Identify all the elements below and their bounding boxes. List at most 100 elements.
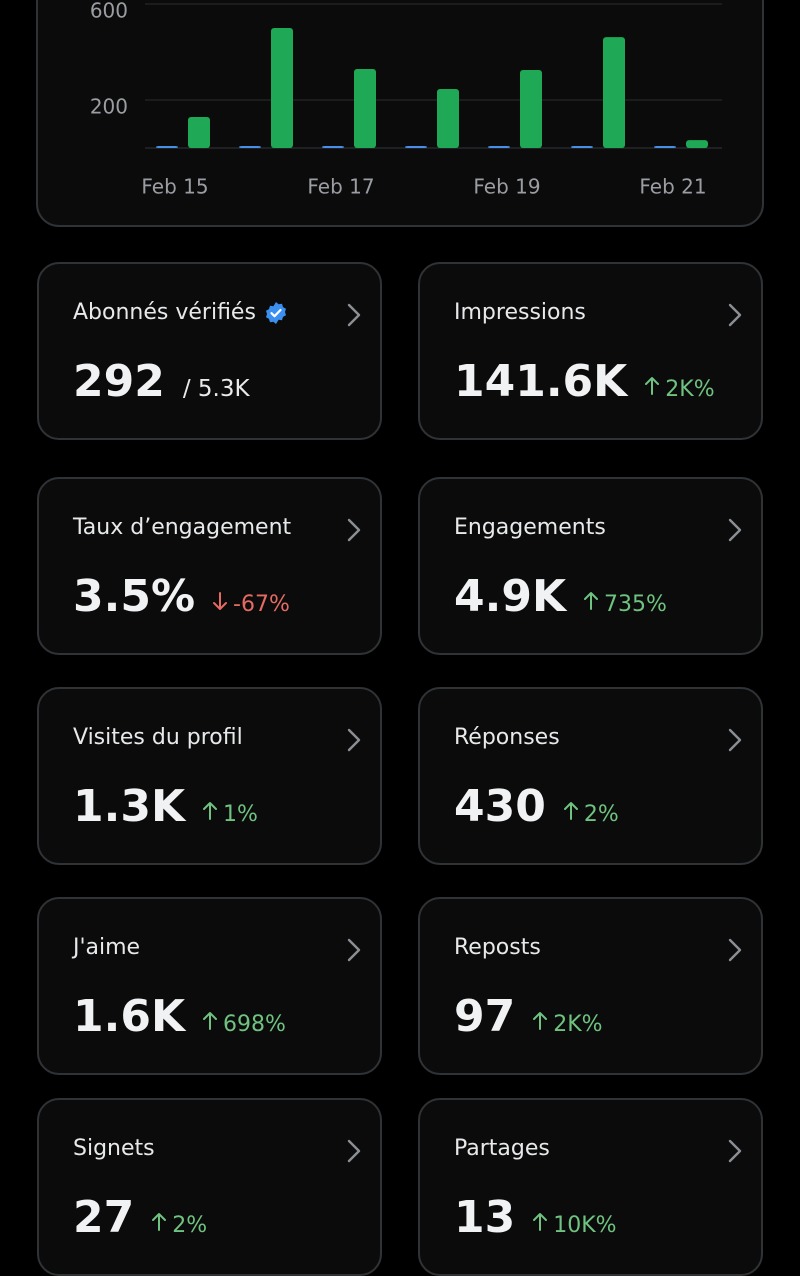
card-title: Partages	[454, 1136, 550, 1161]
chevron	[727, 727, 743, 757]
change-arrow	[533, 1012, 553, 1037]
chevron	[346, 517, 362, 547]
card-value: 430	[454, 781, 546, 832]
x-tick-label: Feb 19	[473, 175, 540, 199]
value-row: 97 2K%	[454, 991, 603, 1042]
value-row: 430 2%	[454, 781, 619, 832]
change-text: 2K%	[553, 1012, 603, 1037]
bar	[239, 146, 261, 148]
chevron	[727, 302, 743, 332]
chevron	[727, 517, 743, 547]
card-title: Réponses	[454, 725, 560, 750]
metric-card[interactable]: Taux d’engagement 3.5% -67%	[37, 477, 382, 655]
change: 2K%	[645, 376, 715, 402]
card-title-text: Taux d’engagement	[73, 515, 292, 540]
metric-card[interactable]: Reposts 97 2K%	[418, 897, 763, 1075]
card-value: 1.6K	[73, 991, 186, 1042]
card-title-text: Réponses	[454, 725, 560, 750]
y-tick-label: 600	[90, 0, 128, 23]
bar	[188, 117, 210, 148]
card-title-text: Partages	[454, 1136, 550, 1161]
bar	[686, 140, 708, 148]
metric-card[interactable]: Réponses 430 2%	[418, 687, 763, 865]
chevron	[346, 1138, 362, 1168]
card-title-text: Reposts	[454, 935, 541, 960]
metric-card[interactable]: Visites du profil 1.3K 1%	[37, 687, 382, 865]
x-tick-label: Feb 21	[639, 175, 706, 199]
card-value: 3.5%	[73, 571, 196, 622]
card-title-text: J'aime	[73, 935, 141, 960]
change-arrow	[563, 802, 584, 827]
change-text: 2K%	[665, 377, 715, 402]
bar	[654, 146, 676, 148]
page: 200 600 Feb 15 Feb 17 Feb 19 Feb 21 Abonnés v…	[36, 0, 764, 1276]
value-row: 141.6K 2K%	[454, 356, 715, 407]
change-text: 698%	[223, 1012, 286, 1037]
card-title: J'aime	[73, 935, 140, 960]
bar	[520, 70, 542, 148]
change-arrow	[203, 1012, 223, 1037]
change: 2%	[152, 1212, 207, 1238]
x-tick-label: Feb 17	[307, 175, 374, 199]
bar	[322, 146, 344, 148]
card-title: Taux d’engagement	[73, 515, 291, 540]
card-title: Signets	[73, 1136, 155, 1161]
value-row: 1.3K 1%	[73, 781, 258, 832]
card-value: 97	[454, 991, 516, 1042]
bar	[354, 69, 376, 148]
card-value: 292	[73, 356, 165, 407]
metric-card[interactable]: J'aime 1.6K 698%	[37, 897, 382, 1075]
bar	[571, 146, 593, 148]
change-text: 735%	[604, 592, 667, 617]
change-arrow	[213, 592, 233, 617]
value-row: 4.9K 735%	[454, 571, 667, 622]
change: 2%	[563, 801, 619, 827]
card-title-text: Signets	[73, 1136, 155, 1161]
metric-card[interactable]: Engagements 4.9K 735%	[418, 477, 763, 655]
change: -67%	[213, 591, 290, 617]
change: 735%	[584, 591, 667, 617]
chart: 200 600 Feb 15 Feb 17 Feb 19 Feb 21	[36, 0, 764, 227]
change-arrow	[533, 1213, 553, 1238]
chevron	[346, 727, 362, 757]
bar	[437, 88, 459, 148]
bar	[405, 146, 427, 148]
value-row: 1.6K 698%	[73, 991, 286, 1042]
metric-card[interactable]: Partages 13 10K%	[418, 1098, 763, 1276]
change-arrow	[645, 377, 665, 402]
change-arrow	[203, 802, 223, 827]
change-text: 2%	[172, 1213, 208, 1238]
chevron	[727, 937, 743, 967]
metric-card[interactable]: Abonnés vérifiés 292 / 5.3K	[37, 262, 382, 440]
change-text: 1%	[223, 802, 258, 827]
card-suffix: / 5.3K	[182, 376, 250, 402]
card-title-text: Impressions	[454, 300, 586, 325]
bar	[488, 146, 510, 148]
chevron	[346, 937, 362, 967]
change-arrow	[584, 592, 604, 617]
card-title: Visites du profil	[73, 725, 243, 750]
x-tick-label: Feb 15	[141, 175, 208, 199]
bar	[603, 37, 625, 149]
card-value: 141.6K	[454, 356, 628, 407]
value-row: 3.5% -67%	[73, 571, 290, 622]
change-arrow	[152, 1213, 172, 1238]
change-text: 2%	[583, 802, 619, 827]
card-title: Impressions	[454, 300, 586, 325]
card-title-text: Abonnés vérifiés	[73, 300, 256, 325]
change: 10K%	[533, 1212, 617, 1238]
chart-card	[36, 0, 764, 227]
change: 698%	[203, 1011, 286, 1037]
metric-card[interactable]: Signets 27 2%	[37, 1098, 382, 1276]
bar	[156, 146, 178, 148]
change: 1%	[203, 801, 258, 827]
change-text: -67%	[233, 592, 290, 617]
metric-card[interactable]: Impressions 141.6K 2K%	[418, 262, 763, 440]
card-title-text: Visites du profil	[73, 725, 243, 750]
card-title: Abonnés vérifiés	[73, 300, 288, 325]
card-title: Engagements	[454, 515, 606, 540]
value-row: 292 / 5.3K	[73, 356, 250, 407]
card-value: 1.3K	[73, 781, 186, 832]
y-tick-label: 200	[90, 95, 128, 119]
card-value: 4.9K	[454, 571, 567, 622]
